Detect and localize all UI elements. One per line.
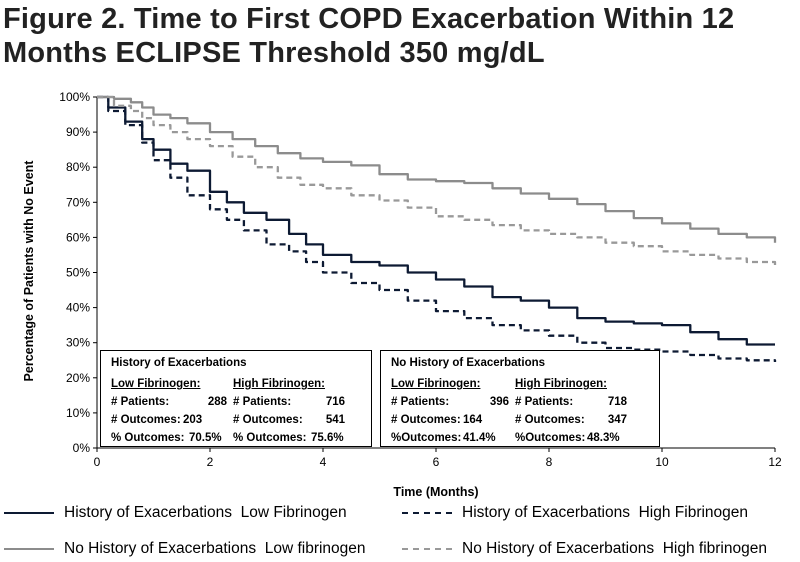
box-row: # Patients: 288 # Patients: 716 — [111, 393, 371, 411]
high-fibrinogen-header: High Fibrinogen: — [233, 378, 325, 390]
low-fibrinogen-header: Low Fibrinogen: — [391, 378, 481, 390]
box-heading: History of Exacerbations — [111, 357, 247, 369]
legend-swatch — [402, 548, 452, 550]
row-label: % Outcomes: — [111, 432, 185, 444]
legend-item-nohist-low: No History of Exacerbations Low fibrinog… — [4, 537, 366, 561]
chart-axes: 0% 10% 20% 30% 40% 50% 60% 70% 80% 90% 100% 0 2 4 6 8 10… — [59, 90, 782, 469]
box-row: # Patients: 396 # Patients: 718 — [391, 393, 659, 411]
legend-label: No History of Exacerbations High fibrino… — [462, 540, 767, 557]
row-label: % Outcomes: — [233, 432, 307, 444]
box-row: # Outcomes: 164 # Outcomes: 347 — [391, 411, 659, 429]
title-line-1: Figure 2. Time to First COPD Exacerbatio… — [3, 3, 735, 35]
box-col-headers: Low Fibrinogen: High Fibrinogen: — [111, 375, 371, 393]
title-line-2: Months ECLIPSE Threshold 350 mg/dL — [3, 37, 545, 69]
box-row: % Outcomes: 70.5% % Outcomes: 75.6% — [111, 429, 371, 447]
row-value: 396 — [489, 396, 509, 408]
row-value: 541 — [325, 414, 345, 426]
series-line-0 — [97, 95, 775, 346]
series-line-1 — [97, 95, 777, 362]
x-tick-label: 2 — [207, 455, 214, 469]
row-label: %Outcomes: — [515, 432, 586, 444]
row-label: %Outcomes: — [391, 432, 462, 444]
legend-item-hist-high: History of Exacerbations High Fibrinogen — [402, 501, 748, 525]
legend-item-hist-low: History of Exacerbations Low Fibrinogen — [4, 501, 347, 525]
series-line-3 — [97, 95, 777, 266]
row-label: # Outcomes: — [233, 414, 303, 426]
legend-label: History of Exacerbations High Fibrinogen — [462, 504, 749, 521]
x-tick-label: 0 — [94, 455, 101, 469]
low-fibrinogen-header: Low Fibrinogen: — [111, 378, 201, 390]
y-tick-label: 20% — [66, 371, 90, 385]
no-history-exacerbations-box: No History of Exacerbations Low Fibrinog… — [380, 350, 660, 447]
row-label: # Patients: — [515, 396, 574, 408]
x-tick-label: 6 — [433, 455, 440, 469]
legend-item-nohist-high: No History of Exacerbations High fibrino… — [402, 537, 767, 561]
x-tick-label: 4 — [320, 455, 327, 469]
row-value: 48.3% — [587, 432, 620, 444]
row-label: # Patients: — [233, 396, 292, 408]
row-value: 288 — [207, 396, 227, 408]
row-value: 718 — [607, 396, 627, 408]
y-tick-label: 90% — [66, 125, 90, 139]
row-label: # Patients: — [391, 396, 450, 408]
box-col-headers: Low Fibrinogen: High Fibrinogen: — [391, 375, 659, 393]
row-value: 716 — [325, 396, 345, 408]
y-tick-label: 70% — [66, 195, 90, 209]
chart-legend: History of Exacerbations Low Fibrinogen … — [0, 501, 800, 525]
row-value: 70.5% — [189, 432, 222, 444]
y-tick-label: 80% — [66, 160, 90, 174]
legend-swatch — [402, 512, 452, 514]
row-value: 75.6% — [311, 432, 344, 444]
row-label: # Outcomes: — [111, 414, 181, 426]
chart-series — [97, 95, 777, 362]
row-label: # Outcomes: — [391, 414, 461, 426]
legend-swatch — [4, 512, 54, 514]
x-tick-label: 12 — [768, 455, 782, 469]
legend-swatch — [4, 548, 54, 550]
y-tick-label: 10% — [66, 406, 90, 420]
y-tick-label: 40% — [66, 301, 90, 315]
series-line-2 — [97, 95, 777, 243]
chart-legend-row-2: No History of Exacerbations Low fibrinog… — [0, 537, 800, 561]
box-row: # Outcomes: 203 # Outcomes: 541 — [111, 411, 371, 429]
row-value: 347 — [607, 414, 627, 426]
x-tick-label: 10 — [655, 455, 669, 469]
x-tick-label: 8 — [546, 455, 553, 469]
y-axis-label: Percentage of Patients with No Event — [22, 160, 36, 382]
y-tick-label: 0% — [73, 441, 91, 455]
y-tick-label: 30% — [66, 336, 90, 350]
legend-label: History of Exacerbations Low Fibrinogen — [64, 504, 347, 521]
row-label: # Patients: — [111, 396, 170, 408]
y-tick-label: 60% — [66, 230, 90, 244]
row-label: # Outcomes: — [515, 414, 585, 426]
row-value: 41.4% — [463, 432, 496, 444]
y-tick-label: 100% — [59, 90, 90, 104]
row-value: 203 — [183, 414, 203, 426]
figure-title: Figure 2. Time to First COPD Exacerbatio… — [3, 2, 793, 70]
x-axis-label: Time (Months) — [393, 485, 478, 499]
row-value: 164 — [463, 414, 483, 426]
legend-label: No History of Exacerbations Low fibrinog… — [64, 540, 366, 557]
y-tick-label: 50% — [66, 266, 90, 280]
box-row: %Outcomes: 41.4% %Outcomes: 48.3% — [391, 429, 659, 447]
history-exacerbations-box: History of Exacerbations Low Fibrinogen:… — [100, 350, 372, 447]
box-heading: No History of Exacerbations — [391, 357, 546, 369]
high-fibrinogen-header: High Fibrinogen: — [515, 378, 607, 390]
